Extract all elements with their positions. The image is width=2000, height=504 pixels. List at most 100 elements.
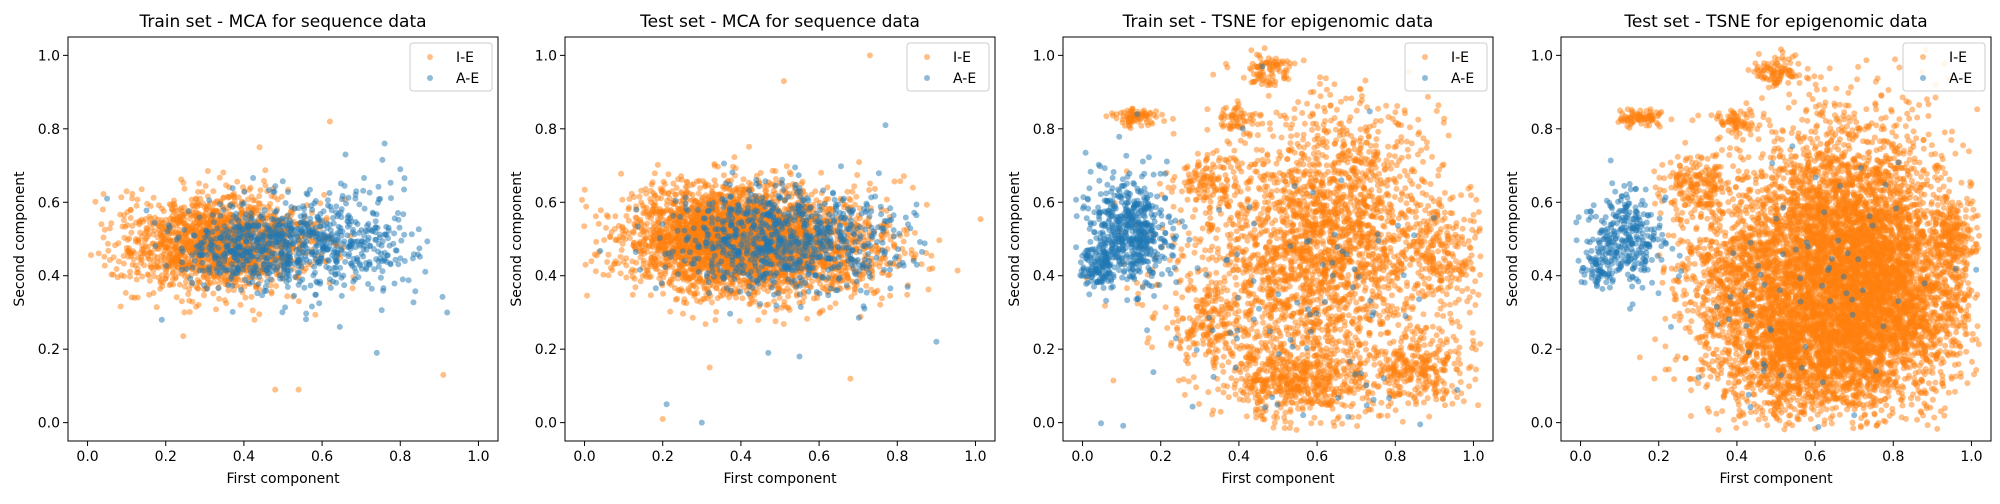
data-point [273,229,279,235]
data-point [296,298,302,304]
data-point [241,226,247,232]
data-point [127,274,133,280]
data-point [295,205,301,211]
data-point [231,254,237,260]
data-point [260,216,266,222]
data-point [658,186,664,192]
data-point [897,178,903,184]
data-point [261,262,267,268]
data-point [731,154,737,160]
data-point [308,283,314,289]
data-point [134,203,140,209]
data-point [167,282,173,288]
data-point [223,244,229,250]
data-point [262,167,268,173]
data-point [195,189,201,195]
data-point [440,294,446,300]
data-point [220,170,226,176]
chart-title: Train set - MCA for sequence data [138,12,426,32]
data-point [301,240,307,246]
data-point [341,282,347,288]
data-point [189,252,195,258]
data-point [215,285,221,291]
data-point [164,229,170,235]
data-point [262,222,268,228]
data-point [378,275,384,281]
data-point [254,290,260,296]
data-point [92,199,98,205]
data-point [104,196,110,202]
data-point [333,203,339,209]
data-point [220,230,226,236]
data-point [367,226,373,232]
data-point [190,225,196,231]
data-point [339,293,345,299]
data-point [241,189,247,195]
data-point [615,260,621,266]
data-point [208,247,214,253]
data-point [804,316,810,322]
data-point [298,264,304,270]
data-point [884,197,890,203]
data-point [655,195,661,201]
data-point [316,300,322,306]
data-point [284,293,290,299]
data-point [609,229,615,235]
data-point [286,273,292,279]
data-point [112,242,118,248]
data-point [279,194,285,200]
data-point [181,309,187,315]
data-point [196,302,202,308]
data-point [268,289,274,295]
data-point [376,184,382,190]
data-point [333,280,339,286]
data-point [746,144,752,150]
data-point [402,175,408,181]
data-point [190,299,196,305]
data-point [397,166,403,172]
data-point [327,119,333,125]
data-point [166,252,172,258]
data-point [247,265,253,271]
data-point [148,226,154,232]
data-point [200,268,206,274]
data-point [301,206,307,212]
x-tick-label: 0.0 [76,449,98,465]
data-point [618,270,624,276]
data-point [312,312,318,318]
data-point [600,272,606,278]
data-point [360,254,366,260]
data-point [170,269,176,275]
data-point [325,203,331,209]
data-point [147,278,153,284]
data-point [179,246,185,252]
data-point [422,269,428,275]
data-point [269,234,275,240]
data-point [206,264,212,270]
data-point [345,244,351,250]
data-point [187,276,193,282]
data-point [341,239,347,245]
data-point [440,372,446,378]
data-point [248,210,254,216]
data-point [169,206,175,212]
data-point [303,221,309,227]
data-point [632,284,638,290]
data-point [147,250,153,256]
data-point [365,281,371,287]
data-point [607,234,613,240]
data-point [312,225,318,231]
data-point [231,265,237,271]
data-point [108,220,114,226]
y-tick-label: 0.0 [38,416,60,432]
data-point [124,248,130,254]
data-point [298,213,304,219]
data-point [284,261,290,267]
data-point [818,170,824,176]
data-point [339,196,345,202]
data-point [593,213,599,219]
data-point [274,208,280,214]
y-axis-label: Second component [12,171,28,307]
data-point [388,195,394,201]
